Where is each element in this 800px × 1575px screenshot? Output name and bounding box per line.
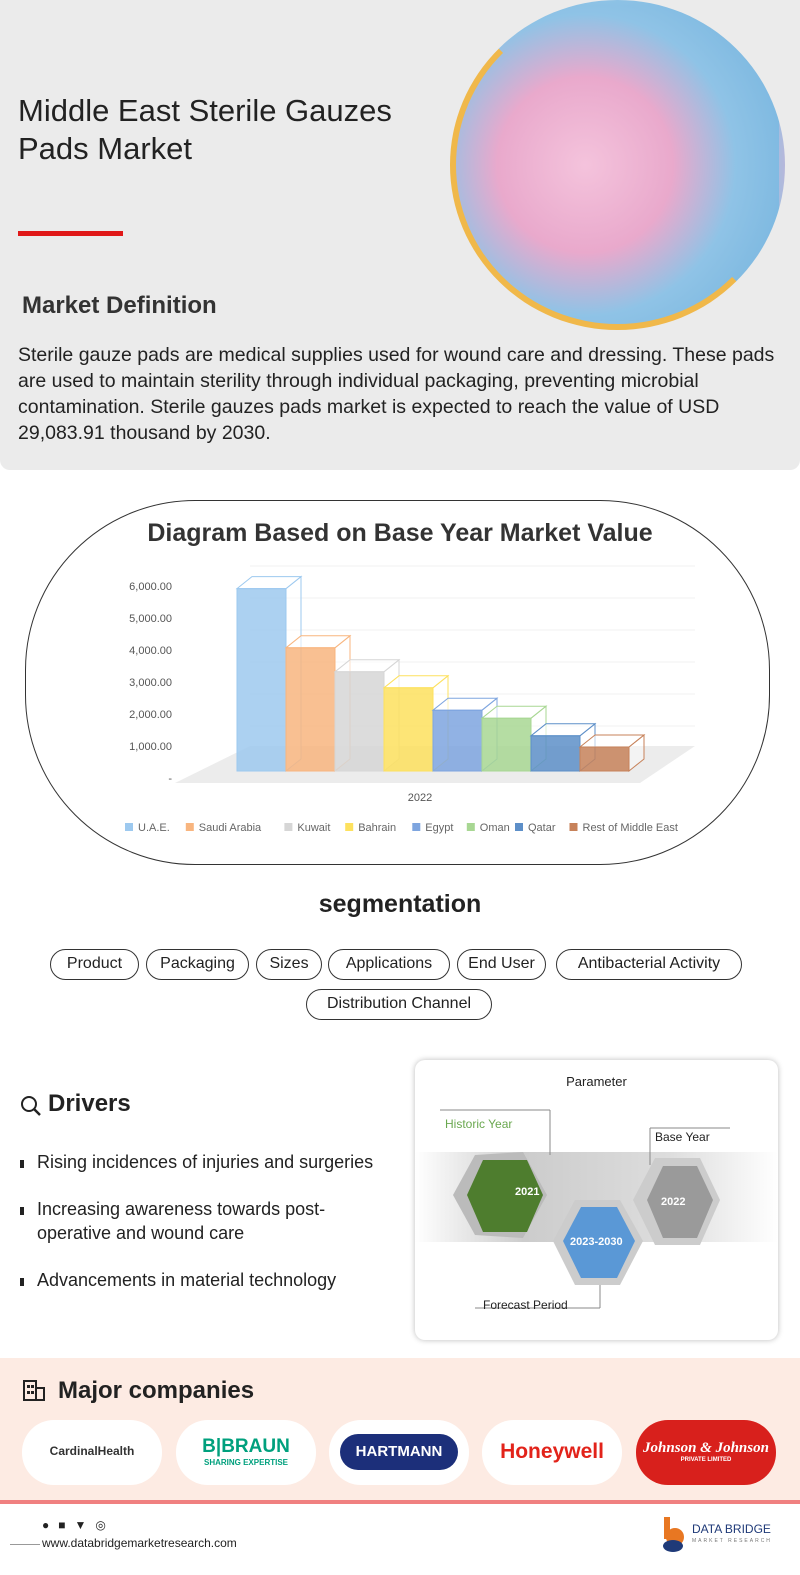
legend-swatch [185,823,194,831]
segment-product[interactable]: Product [50,949,139,980]
social-icons: ●■▼◎ [42,1518,115,1532]
bar-rest-of-middle-east [579,746,630,772]
x-tick-label: 2022 [408,792,432,804]
bar-oman [481,717,532,772]
legend-swatch [515,823,523,831]
brand-subtitle: MARKET RESEARCH [692,1538,772,1544]
definition-heading: Market Definition [22,292,217,319]
y-tick-label: 3,000.00 [129,677,172,689]
facebook-icon[interactable]: ■ [58,1518,75,1532]
driver-item: Rising incidences of injuries and surger… [20,1150,400,1174]
hex-forecast [563,1207,635,1278]
title-underline [18,231,123,236]
url-divider [10,1544,40,1545]
driver-text: Rising incidences of injuries and surger… [37,1152,374,1172]
hex-base [647,1166,713,1238]
segment-end-user[interactable]: End User [457,949,546,980]
bar-saudi-arabia [285,647,336,772]
building-icon [23,1380,45,1401]
legend-label: Bahrain [358,822,396,834]
driver-item: Advancements in material technology [20,1268,400,1292]
y-tick-label: 1,000.00 [129,741,172,753]
footer-divider [0,1500,800,1504]
legend-label: Oman [480,822,510,834]
logo-text: B|BRAUN [202,1436,290,1457]
drivers-heading: Drivers [48,1090,131,1117]
logo-honeywell: Honeywell [482,1420,622,1485]
historic-year-value: 2021 [515,1186,540,1198]
logo-bbraun: B|BRAUN SHARING EXPERTISE [176,1420,316,1485]
logo-hartmann: HARTMANN [329,1420,469,1485]
page-title: Middle East Sterile Gauzes Pads Market [18,93,392,166]
y-tick-label: 2,000.00 [129,709,172,721]
brand-name: DATA BRIDGE [692,1522,771,1536]
bar-kuwait [334,671,385,772]
hex-historic [467,1160,543,1232]
website-link[interactable]: www.databridgemarketresearch.com [42,1536,237,1550]
legend-swatch [284,823,293,831]
bar-chart: - 1,000.00 2,000.00 3,000.00 4,000.00 5,000.0… [125,565,695,834]
legend-label: Saudi Arabia [199,822,262,834]
bar-u-a-e- [236,588,287,772]
forecast-period-value: 2023-2030 [570,1236,623,1248]
logo-tagline: SHARING EXPERTISE [203,1458,288,1467]
historic-year-label: Historic Year [445,1117,513,1131]
companies-heading: Major companies [58,1377,255,1404]
segment-antibacterial-activity[interactable]: Antibacterial Activity [556,949,742,980]
logo-johnson-johnson: Johnson & Johnson PRIVATE LIMITED [636,1420,776,1485]
bar-bahrain [383,687,434,772]
logo-text: HARTMANN [340,1434,458,1470]
instagram-icon[interactable]: ◎ [95,1518,115,1532]
bar-qatar [530,735,581,772]
parameter-panel: Parameter Historic Year 2021 Base Year 2… [415,1060,778,1340]
y-tick-label: 5,000.00 [129,613,172,625]
legend-swatch [125,823,133,831]
legend-label: U.A.E. [138,822,170,834]
driver-text: Advancements in material technology [37,1270,337,1290]
y-tick-label: 4,000.00 [129,645,172,657]
definition-text: Sterile gauze pads are medical supplies … [18,344,775,444]
bar-egypt [432,709,483,772]
forecast-period-label: Forecast Period [483,1298,568,1312]
y-tick-label: - [168,773,172,785]
legend-swatch [345,823,354,831]
driver-text: Increasing awareness towards post-operat… [37,1199,326,1243]
driver-item: Increasing awareness towards post-operat… [20,1197,400,1245]
legend-label: Kuwait [297,822,330,834]
segment-applications[interactable]: Applications [328,949,450,980]
legend-swatch [569,823,578,831]
whatsapp-icon[interactable]: ● [42,1518,59,1532]
y-tick-label: 6,000.00 [129,581,172,593]
legend-swatch [412,823,421,831]
logo-text: CardinalHealth [49,1444,135,1458]
drivers-search-icon [21,1096,41,1116]
segmentation-heading: segmentation [318,890,482,918]
logo-text: Johnson & Johnson [643,1440,769,1456]
logo-tagline: PRIVATE LIMITED [680,1457,732,1463]
data-bridge-logo-icon [663,1517,684,1552]
logo-text: Honeywell [500,1440,604,1463]
chart-title: Diagram Based on Base Year Market Value [147,519,653,547]
segment-sizes[interactable]: Sizes [256,949,322,980]
twitter-icon[interactable]: ▼ [74,1518,96,1532]
segment-distribution-channel[interactable]: Distribution Channel [306,989,492,1020]
logo-cardinal-health: CardinalHealth [22,1420,162,1485]
legend-swatch [466,823,475,831]
parameter-title: Parameter [566,1074,627,1089]
chart-frame [25,500,770,865]
legend-label: Qatar [528,822,556,834]
legend-label: Rest of Middle East [583,822,678,834]
segment-packaging[interactable]: Packaging [146,949,249,980]
base-year-value: 2022 [661,1196,686,1208]
legend-label: Egypt [425,822,453,834]
base-year-label: Base Year [655,1130,710,1144]
hero-image [450,0,785,330]
